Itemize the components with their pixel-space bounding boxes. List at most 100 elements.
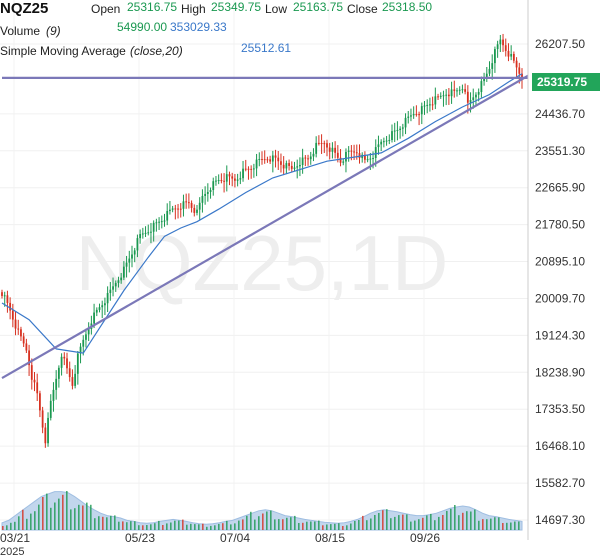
candle-body bbox=[274, 155, 277, 158]
volume-bar bbox=[130, 521, 132, 530]
candle-body bbox=[450, 89, 453, 97]
volume-bar bbox=[370, 518, 372, 530]
candle-body bbox=[271, 155, 274, 162]
volume-bar bbox=[382, 510, 384, 530]
volume-bar bbox=[42, 497, 44, 530]
candle-body bbox=[49, 400, 52, 418]
volume-bar bbox=[138, 525, 140, 530]
volume-bar bbox=[78, 504, 80, 530]
volume-bar bbox=[266, 511, 268, 530]
volume-bar bbox=[314, 521, 316, 530]
candle-body bbox=[388, 139, 391, 141]
candle-body bbox=[477, 92, 480, 95]
volume-bar bbox=[26, 518, 28, 530]
volume-bar bbox=[146, 525, 148, 530]
volume-bar bbox=[474, 509, 476, 530]
volume-bar bbox=[270, 510, 272, 530]
candle-body bbox=[177, 208, 179, 210]
candle-body bbox=[472, 97, 475, 101]
volume-bar bbox=[154, 523, 156, 530]
candle-body bbox=[382, 141, 385, 143]
volume-bar bbox=[430, 513, 432, 530]
candle-body bbox=[147, 232, 150, 234]
candle-body bbox=[423, 105, 426, 107]
trendline bbox=[1, 74, 529, 380]
candle-body bbox=[242, 168, 244, 179]
candle-body bbox=[442, 95, 445, 97]
candle-body bbox=[399, 128, 402, 130]
candle-body bbox=[206, 191, 209, 194]
volume-bar bbox=[278, 519, 280, 530]
volume-bar bbox=[54, 502, 56, 530]
candle-body bbox=[171, 208, 174, 210]
volume-bar bbox=[174, 520, 176, 530]
candle-body bbox=[255, 159, 258, 169]
volume-bar bbox=[238, 520, 240, 530]
volume-bar bbox=[510, 522, 512, 530]
volume-bar bbox=[234, 523, 236, 530]
volume-bar bbox=[442, 515, 444, 530]
candle-body bbox=[68, 368, 71, 378]
price-tick-label: 23551.30 bbox=[535, 144, 585, 158]
volume-bar bbox=[218, 523, 220, 530]
candle-body bbox=[518, 67, 521, 74]
candle-body bbox=[117, 280, 120, 283]
time-tick-label: 07/04 bbox=[220, 531, 250, 545]
candle-body bbox=[63, 356, 66, 359]
candle-body bbox=[380, 141, 383, 145]
volume-bar bbox=[302, 522, 304, 530]
volume-bar bbox=[418, 519, 420, 530]
candle-body bbox=[66, 358, 68, 369]
volume-bar bbox=[490, 518, 492, 530]
candle-body bbox=[285, 163, 288, 169]
candle-body bbox=[85, 334, 87, 340]
candle-body bbox=[453, 89, 456, 91]
candle-body bbox=[401, 127, 404, 129]
volume-bar bbox=[362, 515, 364, 530]
candle-body bbox=[293, 167, 296, 169]
volume-bar bbox=[158, 520, 160, 530]
price-tick-label: 16468.10 bbox=[535, 439, 585, 453]
candle-body bbox=[122, 266, 125, 278]
price-tick-label: 20895.10 bbox=[535, 255, 585, 269]
volume-bar bbox=[82, 505, 84, 530]
volume-bar bbox=[358, 520, 360, 530]
candle-body bbox=[412, 114, 415, 116]
volume-bar bbox=[258, 516, 260, 530]
volume-bar bbox=[230, 524, 232, 530]
candle-body bbox=[144, 232, 147, 234]
candle-body bbox=[139, 234, 142, 239]
candle-body bbox=[350, 150, 353, 152]
candle-body bbox=[304, 157, 307, 159]
candle-body bbox=[133, 250, 136, 255]
candle-body bbox=[366, 159, 369, 161]
candle-body bbox=[447, 94, 450, 97]
candle-body bbox=[317, 142, 320, 144]
volume-bar bbox=[90, 504, 92, 530]
candle-body bbox=[198, 202, 201, 210]
candle-body bbox=[385, 140, 388, 142]
candle-body bbox=[466, 91, 469, 103]
candle-body bbox=[55, 378, 58, 390]
volume-bar bbox=[178, 520, 180, 530]
volume-bar bbox=[286, 517, 288, 530]
volume-bar bbox=[214, 525, 216, 530]
volume-bar bbox=[494, 517, 496, 530]
candle-body bbox=[315, 142, 318, 154]
volume-bar bbox=[70, 509, 72, 530]
candle-body bbox=[437, 96, 439, 98]
candle-body bbox=[461, 89, 464, 91]
candle-body bbox=[60, 356, 63, 368]
candle-body bbox=[261, 158, 263, 160]
volume-bar bbox=[198, 524, 200, 530]
candle-body bbox=[160, 221, 163, 223]
price-axis[interactable]: 26207.50 24436.70 23551.30 22665.90 21780.50… bbox=[535, 37, 585, 527]
price-tick-label: 18238.90 bbox=[535, 365, 585, 379]
candle-body bbox=[11, 310, 14, 320]
volume-bar bbox=[346, 525, 348, 530]
candle-body bbox=[98, 307, 101, 310]
volume-bar bbox=[62, 494, 64, 530]
price-tick-label: 20009.70 bbox=[535, 291, 585, 305]
